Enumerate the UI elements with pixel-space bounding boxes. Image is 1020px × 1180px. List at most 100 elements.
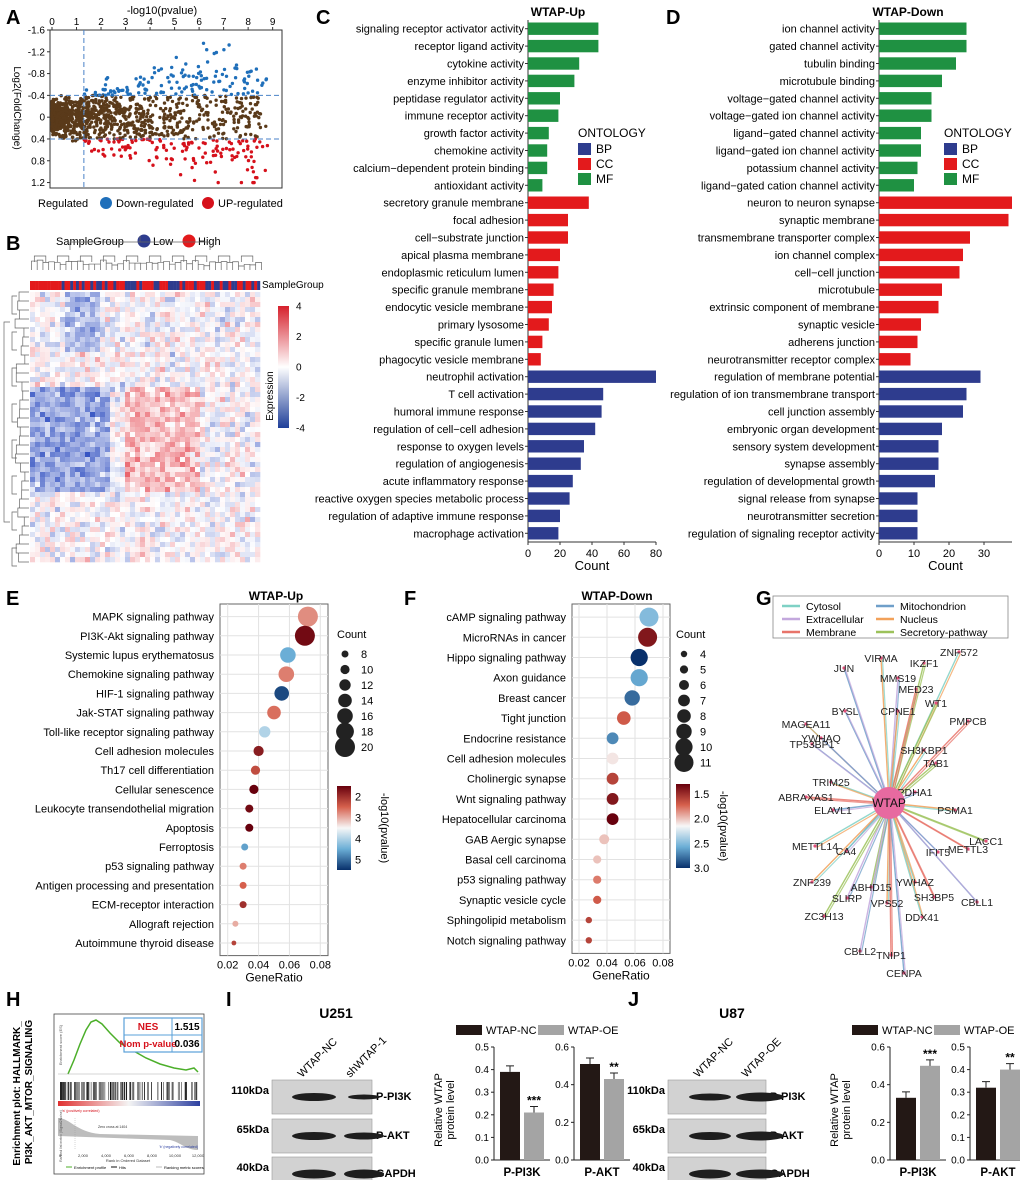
b-heat-cell [170, 332, 176, 338]
b-annotation-cell [58, 281, 62, 290]
b-heat-cell [235, 537, 241, 543]
b-heat-cell [70, 497, 76, 503]
a-point [215, 139, 219, 143]
b-heat-cell [40, 402, 46, 408]
go-bar [879, 92, 932, 105]
b-heat-cell [195, 372, 201, 378]
b-heat-cell [200, 377, 206, 383]
b-heat-cell [220, 397, 226, 403]
panel-i-cell-line: U251 [319, 1005, 353, 1021]
b-heat-cell [255, 352, 261, 358]
b-heat-cell [145, 317, 151, 323]
dot-category-label: cAMP signaling pathway [446, 612, 566, 624]
b-heat-cell [245, 307, 251, 313]
b-heat-cell [235, 317, 241, 323]
b-heat-cell [100, 482, 106, 488]
a-point [60, 121, 64, 125]
a-point [204, 110, 209, 115]
b-heat-cell [80, 472, 86, 478]
b-heat-cell [235, 367, 241, 373]
b-heat-cell [215, 407, 221, 413]
b-heat-cell [230, 457, 236, 463]
a-point [54, 133, 58, 137]
b-heat-cell [210, 472, 216, 478]
b-heat-cell [245, 512, 251, 518]
b-heat-cell [60, 397, 66, 403]
b-heat-cell [180, 432, 186, 438]
b-heat-cell [65, 377, 71, 383]
a-point [154, 91, 159, 96]
b-heat-cell [35, 387, 41, 393]
b-annotation-cell [107, 281, 111, 290]
b-heat-cell [40, 422, 46, 428]
b-heat-cell [170, 402, 176, 408]
b-heat-cell [190, 352, 196, 358]
a-point [114, 96, 118, 100]
b-heat-cell [245, 322, 251, 328]
a-point [249, 150, 254, 154]
a-point [52, 98, 56, 102]
b-heat-cell [70, 542, 76, 548]
b-heat-cell [80, 332, 86, 338]
a-point [242, 77, 247, 81]
b-heat-cell [195, 427, 201, 433]
a-point [194, 82, 198, 87]
b-heat-cell [115, 472, 121, 478]
b-heat-cell [145, 462, 151, 468]
b-annotation-cell [225, 281, 229, 290]
b-heat-cell [40, 377, 46, 383]
b-heat-cell [250, 437, 256, 443]
a-point [244, 155, 248, 159]
b-heat-cell [210, 412, 216, 418]
b-heat-cell [100, 547, 106, 553]
b-heat-cell [160, 352, 166, 358]
b-heat-cell [80, 377, 86, 383]
b-heat-cell [105, 317, 111, 323]
b-heat-cell [175, 402, 181, 408]
b-heat-cell [150, 422, 156, 428]
b-heat-cell [105, 367, 111, 373]
b-heat-cell [185, 457, 191, 463]
b-heat-cell [110, 292, 116, 298]
go-category-label: regulation of angiogenesis [396, 459, 525, 471]
b-heat-cell [70, 507, 76, 513]
b-heat-cell [245, 432, 251, 438]
b-heat-cell [145, 557, 151, 563]
b-heat-cell [45, 527, 51, 533]
b-heat-cell [50, 347, 56, 353]
b-heat-cell [40, 532, 46, 538]
panel-label-j: J [628, 989, 639, 1011]
b-heat-cell [120, 557, 126, 563]
b-annotation-cell [50, 281, 54, 290]
b-heat-cell [190, 537, 196, 543]
b-heat-cell [215, 372, 221, 378]
a-point [211, 122, 215, 126]
b-heat-cell [55, 352, 61, 358]
b-heat-cell [105, 297, 111, 303]
b-heat-cell [190, 512, 196, 518]
b-heat-cell [100, 512, 106, 518]
b-heat-cell [70, 332, 76, 338]
a-xtick-label: 4 [147, 17, 153, 28]
b-heat-cell [255, 422, 261, 428]
b-heat-cell [130, 422, 136, 428]
b-heat-cell [55, 397, 61, 403]
b-heat-cell [230, 447, 236, 453]
b-heat-cell [185, 412, 191, 418]
a-point [85, 110, 90, 115]
b-heat-cell [110, 487, 116, 493]
b-heat-cell [165, 392, 171, 398]
b-heat-cell [110, 412, 116, 418]
b-heat-cell [250, 427, 256, 433]
b-heat-cell [210, 452, 216, 458]
b-heat-cell [150, 392, 156, 398]
b-heat-cell [170, 417, 176, 423]
b-heat-cell [60, 342, 66, 348]
b-heat-cell [90, 337, 96, 343]
b-heat-cell [50, 472, 56, 478]
go-category-label: antioxidant activity [434, 180, 524, 192]
go-legend-title: ONTOLOGY [578, 126, 646, 140]
b-heat-cell [180, 547, 186, 553]
a-point [142, 124, 146, 128]
b-heat-cell [95, 302, 101, 308]
